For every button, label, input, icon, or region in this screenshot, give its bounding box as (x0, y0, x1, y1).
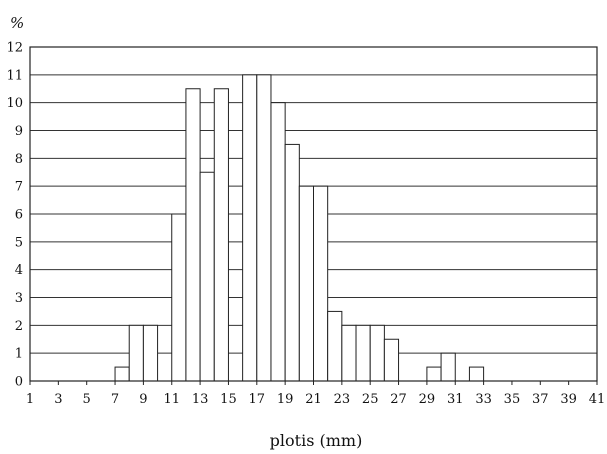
bar (213, 88, 229, 382)
x-tick-label: 41 (589, 392, 606, 407)
x-axis-ticks: 1 3 5 7 9 11 13 15 17 19 21 23 25 27 29 31 33 35 37 39 41 (26, 381, 605, 407)
bar (171, 213, 187, 382)
y-tick-label: 0 (15, 375, 23, 390)
y-tick-label: 3 (15, 291, 23, 306)
x-tick-label: 13 (192, 392, 209, 407)
y-tick-label: 7 (15, 180, 23, 195)
y-axis-unit-label: % (10, 14, 24, 32)
y-tick-label: 12 (6, 41, 23, 56)
x-tick-label: 31 (447, 392, 464, 407)
x-tick-label: 29 (419, 392, 436, 407)
x-tick-label: 35 (504, 392, 521, 407)
bar (142, 324, 159, 382)
bar (284, 143, 300, 382)
x-tick-label: 9 (139, 392, 147, 407)
x-tick-label: 33 (475, 392, 492, 407)
x-tick-label: 25 (362, 392, 379, 407)
x-tick-label: 11 (163, 392, 180, 407)
bar (199, 171, 215, 382)
x-tick-label: 7 (111, 392, 119, 407)
x-tick-label: 15 (220, 392, 237, 407)
x-tick-label: 21 (305, 392, 322, 407)
y-tick-label: 8 (15, 152, 23, 167)
bar (468, 366, 485, 382)
bar (355, 324, 371, 382)
bar (185, 88, 201, 382)
bar (426, 366, 442, 382)
x-tick-label: 1 (26, 392, 34, 407)
bar (256, 74, 272, 382)
y-tick-label: 4 (15, 263, 23, 278)
y-tick-label: 6 (15, 208, 23, 223)
y-tick-label: 2 (15, 319, 23, 334)
bar (242, 74, 258, 382)
bar (440, 352, 456, 382)
y-tick-label: 10 (6, 96, 23, 111)
x-tick-label: 3 (54, 392, 62, 407)
bar (298, 185, 315, 382)
bar (383, 338, 400, 382)
x-tick-label: 27 (390, 392, 407, 407)
x-tick-label: 23 (334, 392, 351, 407)
x-tick-label: 17 (249, 392, 266, 407)
y-tick-label: 11 (6, 68, 23, 83)
bars (114, 74, 485, 382)
bar (327, 310, 343, 382)
y-tick-label: 9 (15, 124, 23, 139)
bar (270, 102, 286, 382)
x-tick-label: 19 (277, 392, 294, 407)
bar (313, 185, 329, 382)
y-tick-label: 5 (15, 235, 23, 250)
x-tick-label: 5 (83, 392, 91, 407)
y-tick-label: 1 (15, 347, 23, 362)
bar (341, 324, 357, 382)
x-tick-label: 37 (532, 392, 549, 407)
x-tick-label: 39 (560, 392, 577, 407)
x-axis-title: plotis (mm) (270, 431, 363, 450)
bar (369, 324, 385, 382)
bar (114, 366, 130, 382)
bar (128, 324, 144, 382)
